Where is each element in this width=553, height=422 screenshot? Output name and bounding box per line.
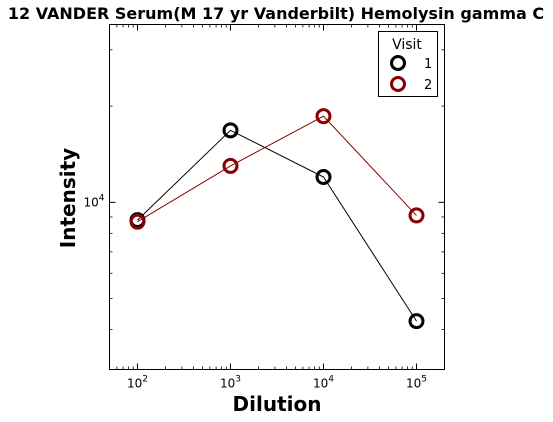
data-point-series-1 [315,169,332,186]
data-point-series-2 [222,157,239,174]
x-tick-exponent: 2 [142,375,148,385]
chart-title: 12 VANDER Serum(M 17 yr Vanderbilt) Hemo… [8,4,544,23]
x-tick-base: 10 [127,377,142,391]
y-tick-base: 10 [83,195,98,209]
data-point-series-1 [408,313,425,330]
x-tick-label: 103 [220,375,241,391]
legend-title: Visit [392,37,422,53]
x-tick-label: 105 [406,375,427,391]
legend: Visit 1 2 [378,31,438,97]
y-tick-label: 104 [83,193,104,209]
legend-label-series-2: 2 [424,78,432,93]
y-tick-exponent: 4 [99,193,105,203]
x-axis-label: Dilution [233,392,322,416]
data-point-series-2 [408,207,425,224]
data-point-series-2 [129,213,146,230]
series-line-2 [137,115,417,223]
x-tick-label: 102 [127,375,148,391]
x-tick-exponent: 5 [421,375,427,385]
minor-ticks [109,24,445,370]
series-line-1 [137,129,417,322]
y-axis-ticks: 104 [83,193,445,209]
x-tick-exponent: 3 [235,375,241,385]
y-axis-label: Intensity [56,148,80,248]
plot-frame [109,24,445,370]
series-layer [129,108,425,330]
x-tick-base: 10 [406,377,421,391]
legend-marker-series-1 [390,55,406,71]
x-axis-ticks: 102 103 104 105 [127,24,427,391]
data-point-series-1 [222,122,239,139]
x-tick-base: 10 [220,377,235,391]
x-tick-exponent: 4 [328,375,334,385]
x-tick-label: 104 [313,375,334,391]
legend-label-series-1: 1 [424,57,432,72]
legend-marker-series-2 [390,76,406,92]
plot-area [109,24,445,370]
data-point-series-2 [315,108,332,125]
legend-box [378,31,438,97]
x-tick-base: 10 [313,377,328,391]
